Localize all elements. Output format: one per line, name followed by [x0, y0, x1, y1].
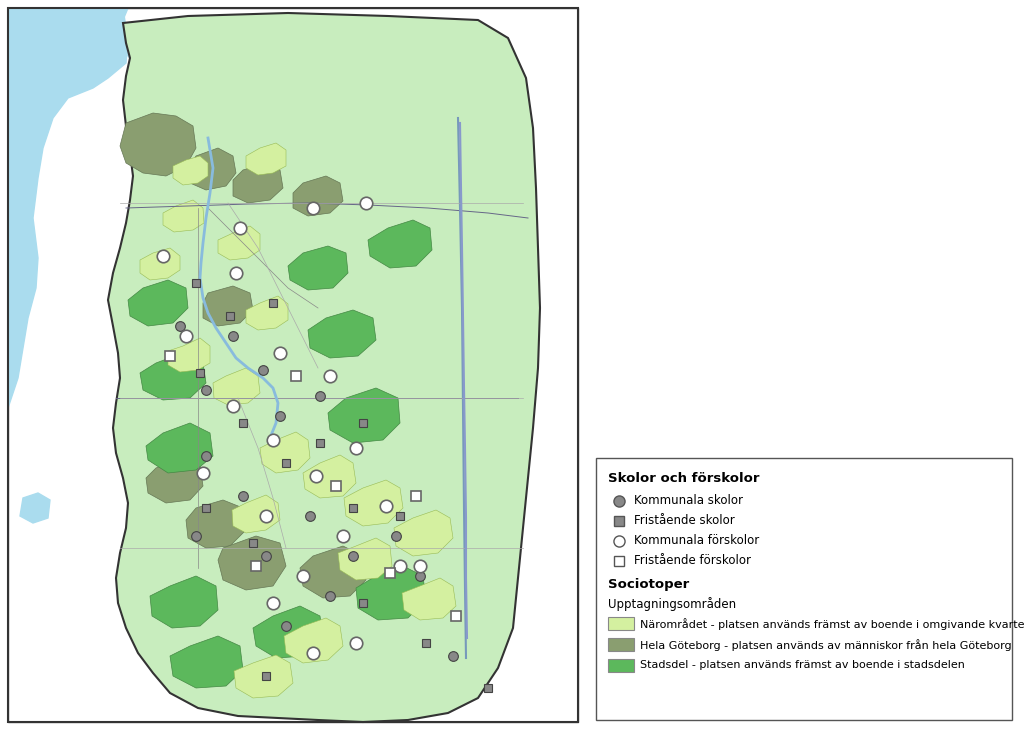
Polygon shape — [150, 576, 218, 628]
Polygon shape — [253, 606, 323, 658]
Polygon shape — [108, 13, 540, 722]
Text: Sociotoper: Sociotoper — [608, 578, 689, 591]
Polygon shape — [173, 156, 208, 185]
Bar — [608, 638, 634, 651]
Polygon shape — [394, 510, 453, 556]
Polygon shape — [284, 618, 343, 663]
Polygon shape — [53, 8, 128, 43]
Polygon shape — [402, 578, 456, 620]
Text: Fristående skolor: Fristående skolor — [634, 514, 735, 527]
Polygon shape — [190, 148, 236, 190]
Text: Fristående förskolor: Fristående förskolor — [634, 554, 751, 567]
Polygon shape — [128, 280, 188, 326]
Bar — [8, 8, 578, 722]
Polygon shape — [146, 423, 213, 473]
Bar — [8, 8, 578, 722]
Text: Hela Göteborg - platsen används av människor från hela Göteborg: Hela Göteborg - platsen används av männi… — [640, 639, 1012, 651]
Text: Stadsdel - platsen används främst av boende i stadsdelen: Stadsdel - platsen används främst av boe… — [640, 660, 965, 670]
Polygon shape — [20, 493, 50, 523]
Polygon shape — [218, 226, 260, 260]
Polygon shape — [308, 310, 376, 358]
Polygon shape — [170, 636, 243, 688]
Polygon shape — [168, 338, 210, 372]
Polygon shape — [356, 566, 426, 620]
Polygon shape — [140, 248, 180, 280]
Text: Kommunala förskolor: Kommunala förskolor — [634, 534, 759, 547]
Bar — [608, 617, 634, 630]
Polygon shape — [338, 538, 392, 580]
Polygon shape — [80, 8, 126, 48]
Text: Skolor och förskolor: Skolor och förskolor — [608, 472, 760, 485]
Polygon shape — [146, 458, 203, 503]
Polygon shape — [140, 353, 206, 400]
Polygon shape — [303, 455, 356, 498]
Polygon shape — [344, 480, 403, 526]
Text: Kommunala skolor: Kommunala skolor — [634, 494, 743, 507]
Polygon shape — [246, 296, 288, 330]
Polygon shape — [120, 113, 196, 176]
Polygon shape — [300, 546, 366, 598]
Polygon shape — [293, 176, 343, 216]
Polygon shape — [368, 220, 432, 268]
Polygon shape — [203, 286, 253, 326]
Polygon shape — [234, 655, 293, 698]
Polygon shape — [163, 200, 204, 232]
Polygon shape — [8, 8, 128, 408]
Polygon shape — [233, 163, 283, 203]
Polygon shape — [126, 23, 263, 63]
Polygon shape — [186, 500, 246, 548]
Text: Upptagningsområden: Upptagningsområden — [608, 597, 736, 611]
Bar — [596, 458, 1012, 720]
Polygon shape — [288, 246, 348, 290]
Text: Närområdet - platsen används främst av boende i omgivande kvarter: Närområdet - platsen används främst av b… — [640, 618, 1024, 630]
Bar — [608, 659, 634, 672]
Polygon shape — [260, 432, 310, 473]
Polygon shape — [232, 495, 280, 533]
Polygon shape — [213, 368, 260, 405]
Polygon shape — [328, 388, 400, 443]
Polygon shape — [218, 536, 286, 590]
Polygon shape — [246, 143, 286, 175]
